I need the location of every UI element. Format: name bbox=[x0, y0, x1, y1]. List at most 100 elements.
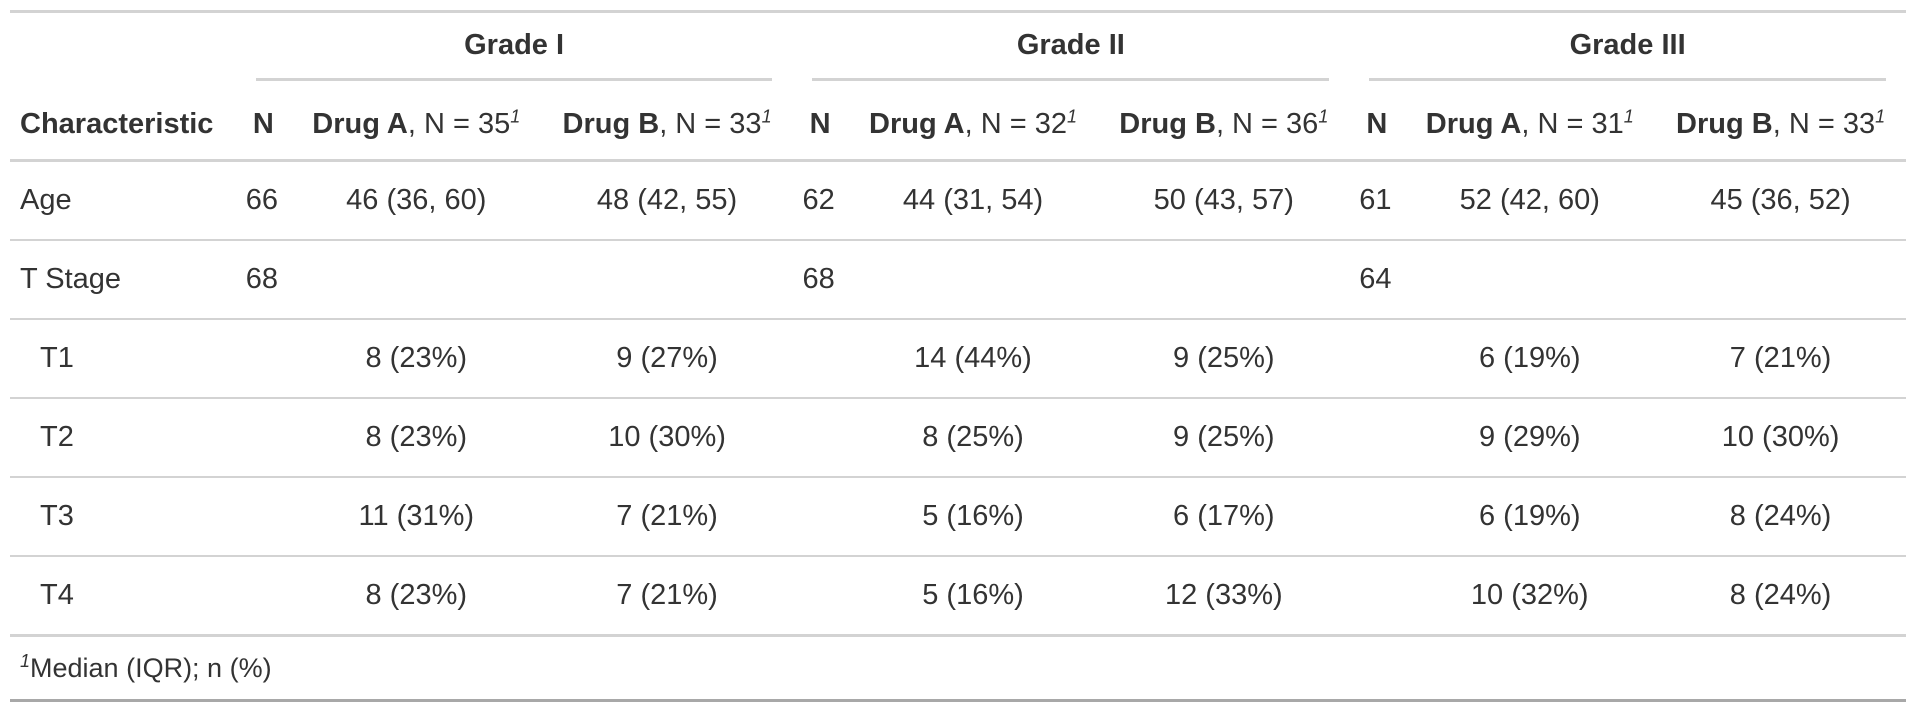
value-cell: 8 (25%) bbox=[847, 398, 1099, 478]
table-row: T3 11 (31%) 7 (21%) 5 (16%) 6 (17%) 6 (19%) 8 … bbox=[10, 477, 1906, 557]
value-cell: 8 (23%) bbox=[290, 319, 542, 399]
value-cell: 7 (21%) bbox=[1655, 319, 1906, 399]
n-cell bbox=[1349, 477, 1405, 557]
value-cell: 8 (23%) bbox=[290, 398, 542, 478]
footnote-mark: 1 bbox=[1623, 105, 1634, 126]
value-cell: 52 (42, 60) bbox=[1404, 160, 1656, 241]
spanner-row: Grade I Grade II Grade III bbox=[10, 12, 1906, 90]
table-row: T4 8 (23%) 7 (21%) 5 (16%) 12 (33%) 10 (32%) 8… bbox=[10, 556, 1906, 637]
footnote-mark: 1 bbox=[1066, 105, 1077, 126]
footnote-row: 1Median (IQR); n (%) bbox=[10, 636, 1906, 701]
spanner-label: Grade I bbox=[255, 21, 773, 81]
value-cell: 7 (21%) bbox=[541, 556, 793, 637]
spanner-grade-1: Grade I bbox=[236, 12, 793, 90]
n-header: N bbox=[235, 89, 291, 162]
drug-n-count: , N = 33 bbox=[659, 107, 762, 140]
row-label: T3 bbox=[10, 477, 236, 557]
value-cell: 9 (27%) bbox=[541, 319, 793, 399]
row-label: T1 bbox=[10, 319, 236, 399]
n-cell bbox=[792, 398, 848, 478]
n-cell: 68 bbox=[792, 240, 848, 320]
value-cell: 10 (30%) bbox=[541, 398, 793, 478]
n-cell: 62 bbox=[792, 160, 848, 241]
drug-name: Drug A bbox=[312, 107, 408, 140]
spanner-grade-2: Grade II bbox=[792, 12, 1349, 90]
value-cell bbox=[290, 240, 542, 320]
n-cell: 64 bbox=[1349, 240, 1405, 320]
characteristic-header: Characteristic bbox=[10, 89, 236, 162]
value-cell: 6 (17%) bbox=[1098, 477, 1350, 557]
n-cell: 66 bbox=[235, 160, 291, 241]
drug-b-header: Drug B, N = 331 bbox=[541, 89, 793, 162]
value-cell: 48 (42, 55) bbox=[541, 160, 793, 241]
drug-n-count: , N = 31 bbox=[1521, 107, 1624, 140]
n-cell bbox=[235, 319, 291, 399]
footnote-mark: 1 bbox=[20, 650, 31, 671]
table-row: T2 8 (23%) 10 (30%) 8 (25%) 9 (25%) 9 (29%) 10… bbox=[10, 398, 1906, 478]
n-header: N bbox=[792, 89, 848, 162]
value-cell: 6 (19%) bbox=[1404, 319, 1656, 399]
value-cell: 10 (32%) bbox=[1404, 556, 1656, 637]
table-row: T Stage 68 68 64 bbox=[10, 240, 1906, 320]
footnote-mark: 1 bbox=[1875, 105, 1886, 126]
table-body: Age 66 46 (36, 60) 48 (42, 55) 62 44 (31, 54)… bbox=[10, 160, 1906, 637]
value-cell: 46 (36, 60) bbox=[290, 160, 542, 241]
value-cell: 12 (33%) bbox=[1098, 556, 1350, 637]
value-cell: 9 (29%) bbox=[1404, 398, 1656, 478]
drug-name: Drug A bbox=[1425, 107, 1522, 140]
footnote-mark: 1 bbox=[1318, 105, 1329, 126]
drug-n-count: , N = 32 bbox=[964, 107, 1067, 140]
spanner-label: Grade III bbox=[1369, 21, 1886, 81]
value-cell: 44 (31, 54) bbox=[847, 160, 1099, 241]
value-cell: 50 (43, 57) bbox=[1098, 160, 1350, 241]
drug-a-header: Drug A, N = 321 bbox=[847, 89, 1099, 162]
value-cell bbox=[1655, 240, 1906, 320]
drug-a-header: Drug A, N = 311 bbox=[1404, 89, 1656, 162]
value-cell: 7 (21%) bbox=[541, 477, 793, 557]
drug-b-header: Drug B, N = 331 bbox=[1655, 89, 1906, 162]
value-cell bbox=[847, 240, 1099, 320]
drug-name: Drug B bbox=[1119, 107, 1216, 140]
value-cell bbox=[1098, 240, 1350, 320]
n-cell bbox=[235, 477, 291, 557]
drug-n-count: , N = 35 bbox=[407, 107, 511, 140]
value-cell: 9 (25%) bbox=[1098, 319, 1350, 399]
value-cell: 10 (30%) bbox=[1655, 398, 1906, 478]
value-cell: 11 (31%) bbox=[290, 477, 542, 557]
row-label: T2 bbox=[10, 398, 236, 478]
footnote-mark: 1 bbox=[761, 105, 772, 126]
drug-b-header: Drug B, N = 361 bbox=[1098, 89, 1350, 162]
drug-n-count: , N = 36 bbox=[1215, 107, 1319, 140]
footnote-mark: 1 bbox=[510, 105, 521, 126]
n-cell bbox=[235, 556, 291, 637]
value-cell: 9 (25%) bbox=[1098, 398, 1350, 478]
spanner-grade-3: Grade III bbox=[1349, 12, 1906, 90]
value-cell: 8 (24%) bbox=[1655, 556, 1906, 637]
value-cell: 5 (16%) bbox=[847, 556, 1099, 637]
value-cell: 14 (44%) bbox=[847, 319, 1099, 399]
n-cell: 61 bbox=[1349, 160, 1405, 241]
row-label: T Stage bbox=[10, 240, 236, 320]
table-row: Age 66 46 (36, 60) 48 (42, 55) 62 44 (31, 54)… bbox=[10, 160, 1906, 241]
footnote-text: Median (IQR); n (%) bbox=[30, 652, 272, 683]
row-label: T4 bbox=[10, 556, 236, 637]
spanner-empty bbox=[10, 12, 236, 90]
value-cell: 8 (23%) bbox=[290, 556, 542, 637]
n-cell bbox=[235, 398, 291, 478]
drug-a-header: Drug A, N = 351 bbox=[290, 89, 542, 162]
n-cell bbox=[792, 319, 848, 399]
value-cell bbox=[541, 240, 793, 320]
n-cell bbox=[1349, 319, 1405, 399]
n-cell bbox=[1349, 398, 1405, 478]
summary-table: Grade I Grade II Grade III Characteristi… bbox=[10, 10, 1906, 702]
spanner-label: Grade II bbox=[812, 21, 1330, 81]
table-row: T1 8 (23%) 9 (27%) 14 (44%) 9 (25%) 6 (19%) 7 … bbox=[10, 319, 1906, 399]
drug-n-count: , N = 33 bbox=[1772, 107, 1876, 140]
value-cell: 5 (16%) bbox=[847, 477, 1099, 557]
n-cell bbox=[792, 477, 848, 557]
n-header: N bbox=[1349, 89, 1405, 162]
n-cell: 68 bbox=[235, 240, 291, 320]
value-cell: 45 (36, 52) bbox=[1655, 160, 1906, 241]
n-cell bbox=[792, 556, 848, 637]
